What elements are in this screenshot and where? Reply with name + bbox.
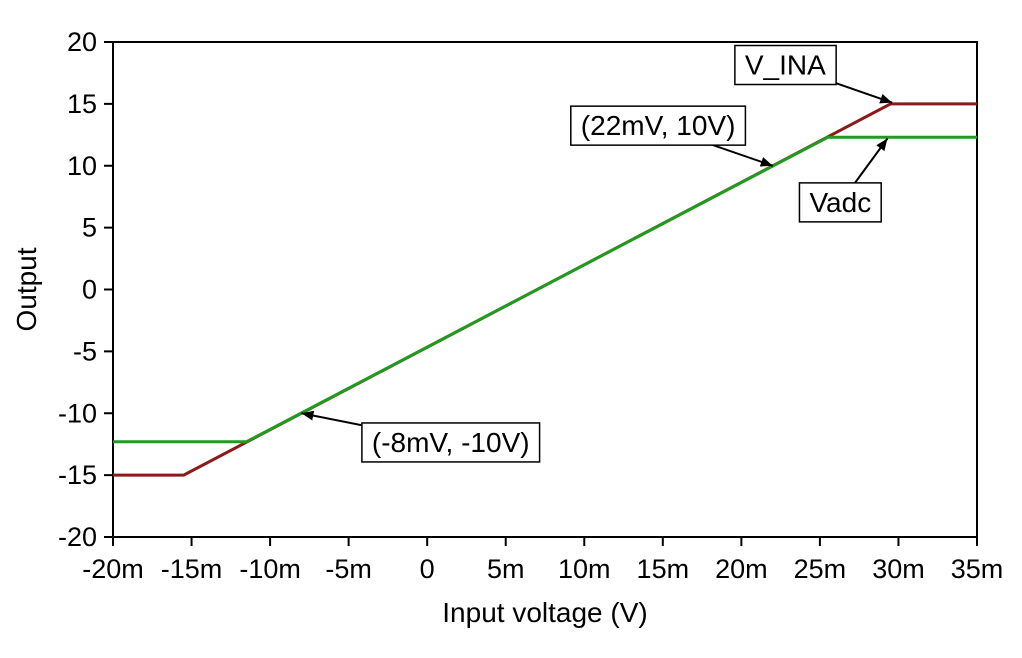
y-tick-label: 20 xyxy=(67,27,97,57)
x-tick-label: -10m xyxy=(239,554,301,584)
annotation-box xyxy=(734,44,837,86)
y-tick-label: 5 xyxy=(82,213,97,243)
x-tick-label: 0 xyxy=(420,554,435,584)
y-tick-label: 10 xyxy=(67,151,97,181)
annotation-box xyxy=(570,105,747,146)
x-tick-label: 10m xyxy=(558,554,611,584)
annotation-label: (22mV, 10V) xyxy=(581,110,736,141)
annotation-box xyxy=(361,422,541,463)
y-tick-label: -5 xyxy=(73,336,97,366)
annotation-label: Vadc xyxy=(809,187,871,218)
annotation-box xyxy=(798,182,882,223)
y-tick-label: 0 xyxy=(82,275,97,305)
x-tick-label: 5m xyxy=(487,554,525,584)
x-axis-title: Input voltage (V) xyxy=(442,597,647,628)
y-axis-title: Output xyxy=(11,247,42,331)
y-tick-label: 15 xyxy=(67,89,97,119)
x-tick-label: 25m xyxy=(794,554,847,584)
series-Vadc xyxy=(113,135,977,444)
x-tick-label: 20m xyxy=(715,554,768,584)
x-tick-label: -15m xyxy=(161,554,223,584)
y-tick-label: -15 xyxy=(58,460,97,490)
x-tick-label: 15m xyxy=(637,554,690,584)
y-tick-label: -20 xyxy=(58,522,97,552)
y-tick-label: -10 xyxy=(58,398,97,428)
annotation-label: V_INA xyxy=(745,50,826,81)
plot-frame xyxy=(112,41,978,538)
annotation-label: (-8mV, -10V) xyxy=(372,427,530,458)
x-tick-label: 35m xyxy=(951,554,1004,584)
x-tick-label: -20m xyxy=(82,554,144,584)
x-tick-label: 30m xyxy=(872,554,925,584)
x-tick-label: -5m xyxy=(325,554,372,584)
